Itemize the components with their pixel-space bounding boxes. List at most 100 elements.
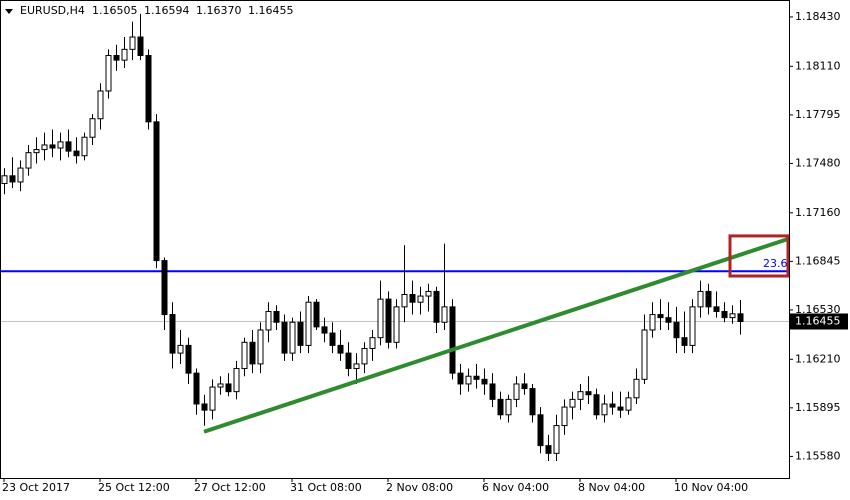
- candle-body: [193, 372, 200, 405]
- y-tick-label: 1.17160: [795, 206, 841, 219]
- x-tick-label: 2 Nov 08:00: [386, 481, 453, 494]
- candle-body: [465, 375, 472, 385]
- candle-body: [433, 290, 440, 323]
- candle-body: [553, 425, 560, 454]
- candle-body: [177, 344, 184, 354]
- level-label: 23.6: [763, 257, 788, 270]
- candle-body: [609, 403, 616, 408]
- candle-body: [625, 397, 632, 411]
- ohlc-low: 1.16370: [196, 4, 242, 17]
- candle-body: [521, 383, 528, 390]
- candle-body: [537, 414, 544, 447]
- candle-body: [81, 136, 88, 157]
- candle-body: [33, 149, 40, 154]
- candle-body: [697, 290, 704, 308]
- candle-body: [233, 368, 240, 393]
- x-tick-label: 31 Oct 08:00: [290, 481, 362, 494]
- candle-body: [345, 352, 352, 370]
- x-tick-label: 23 Oct 2017: [2, 481, 70, 494]
- candle-body: [49, 144, 56, 149]
- candle-body: [209, 386, 216, 411]
- x-tick-label: 6 Nov 04:00: [482, 481, 549, 494]
- x-tick-label: 10 Nov 04:00: [674, 481, 748, 494]
- x-tick-label: 27 Oct 12:00: [194, 481, 266, 494]
- candle-body: [369, 337, 376, 349]
- ohlc-close: 1.16455: [248, 4, 294, 17]
- candle-body: [361, 347, 368, 365]
- candle-body: [9, 175, 16, 183]
- candle-body: [689, 306, 696, 346]
- candle-body: [337, 344, 344, 354]
- x-tick-label: 8 Nov 04:00: [578, 481, 645, 494]
- candle-body: [409, 294, 416, 303]
- candle-body: [329, 332, 336, 346]
- candle-body: [97, 90, 104, 120]
- y-tick-label: 1.17480: [795, 156, 841, 169]
- candle-body: [425, 290, 432, 297]
- menu-arrow[interactable]: [5, 9, 13, 14]
- candle-body: [265, 310, 272, 331]
- candle-body: [113, 55, 120, 61]
- candle-body: [449, 306, 456, 374]
- candle-body: [129, 36, 136, 50]
- candle-body: [105, 55, 112, 92]
- candle-body: [713, 306, 720, 312]
- candle-body: [241, 341, 248, 370]
- candle-body: [321, 326, 328, 334]
- candle-body: [145, 55, 152, 123]
- candle-body: [561, 406, 568, 427]
- x-tick-label: 25 Oct 12:00: [98, 481, 170, 494]
- candle-body: [297, 321, 304, 346]
- candle-body: [457, 372, 464, 385]
- candle-body: [489, 383, 496, 400]
- annotation-rectangle: [728, 234, 790, 278]
- candle-body: [169, 314, 176, 354]
- ohlc-high: 1.16594: [144, 4, 190, 17]
- candle-body: [737, 313, 744, 322]
- candle-body: [313, 301, 320, 328]
- candle-body: [401, 294, 408, 308]
- candle-body: [65, 141, 72, 152]
- candle-body: [225, 383, 232, 393]
- candle-body: [57, 141, 64, 149]
- candle-body: [161, 260, 168, 316]
- candle-body: [377, 298, 384, 339]
- symbol: EURUSD,H4: [20, 4, 85, 17]
- candle-body: [657, 314, 664, 319]
- candle-body: [289, 321, 296, 354]
- candle-body: [153, 121, 160, 262]
- candle-body: [281, 321, 288, 354]
- candle-body: [665, 317, 672, 323]
- candle-body: [25, 152, 32, 169]
- candle-body: [137, 36, 144, 57]
- y-tick-label: 1.15895: [795, 401, 841, 414]
- candle-body: [201, 403, 208, 411]
- candle-body: [649, 314, 656, 331]
- candle-body: [545, 445, 552, 454]
- candle-body: [121, 48, 128, 61]
- y-tick-label: 1.15580: [795, 449, 841, 462]
- candle-body: [569, 398, 576, 408]
- candle-body: [417, 295, 424, 303]
- candle-body: [505, 398, 512, 416]
- candle-body: [473, 375, 480, 380]
- candle-body: [441, 306, 448, 323]
- candle-body: [529, 388, 536, 416]
- ohlc-open: 1.16505: [92, 4, 138, 17]
- candle-body: [217, 383, 224, 388]
- candle-body: [185, 344, 192, 374]
- plot-border: [0, 0, 790, 479]
- candle-body: [353, 363, 360, 370]
- candle-body: [385, 298, 392, 343]
- candle-body: [633, 378, 640, 399]
- trendline: [203, 237, 789, 434]
- candle-body: [721, 310, 728, 319]
- candle-body: [681, 337, 688, 346]
- y-tick-label: 1.18110: [795, 59, 841, 72]
- candle-body: [729, 313, 736, 319]
- y-tick-label: 1.16845: [795, 254, 841, 267]
- y-tick-label: 1.18430: [795, 10, 841, 23]
- candle-body: [273, 310, 280, 323]
